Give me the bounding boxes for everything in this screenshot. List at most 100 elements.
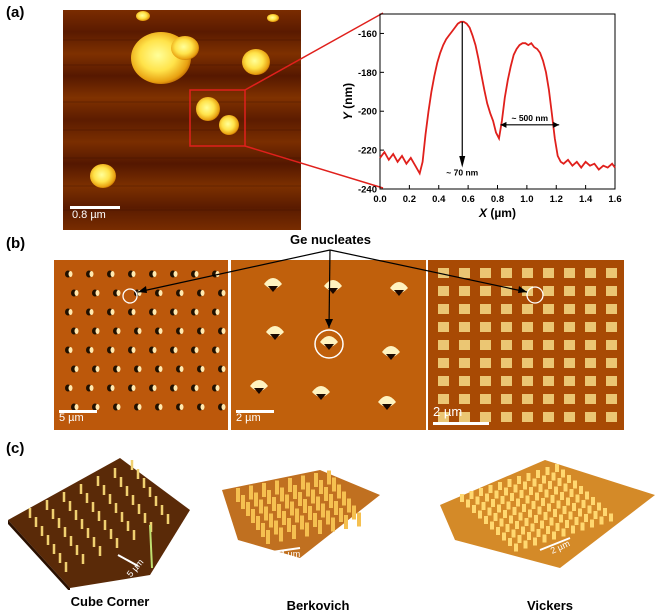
y-tick-label-1: -180	[358, 68, 377, 79]
y-tick-label-2: -200	[358, 107, 377, 118]
pillar	[550, 495, 555, 503]
nucleate-square	[438, 340, 449, 350]
nucleate-square	[564, 394, 575, 404]
nucleate-square	[585, 286, 596, 296]
pillar	[554, 486, 558, 495]
pillar	[521, 526, 525, 535]
pillar	[246, 502, 250, 516]
nucleate-shadow	[316, 394, 326, 400]
pillar	[581, 500, 586, 508]
pillar	[566, 497, 570, 506]
pillar	[514, 543, 518, 552]
pillar	[506, 501, 511, 510]
pit-highlight	[179, 404, 184, 410]
nucleate-shadow	[270, 334, 280, 340]
nucleate-square	[585, 340, 596, 350]
pit-highlight	[74, 290, 79, 296]
pillar	[568, 511, 573, 520]
pillar	[490, 521, 494, 530]
nucleate-square	[606, 286, 617, 296]
pillar	[466, 499, 470, 508]
pillar	[491, 499, 495, 507]
pillar	[475, 496, 480, 505]
pillar	[593, 511, 598, 519]
nucleate-square	[522, 322, 533, 332]
nucleate-square	[606, 376, 617, 386]
pillar	[503, 510, 507, 518]
pillar	[262, 483, 266, 497]
nucleate-square	[459, 376, 470, 386]
pit-highlight	[173, 347, 178, 353]
nucleate-square	[522, 358, 533, 368]
pillar	[531, 501, 536, 509]
pillar	[279, 527, 283, 542]
pit-highlight	[173, 385, 178, 391]
pit-highlight	[110, 271, 115, 277]
nucleate-square	[459, 394, 470, 404]
pillar	[275, 480, 279, 495]
pillar	[306, 482, 310, 497]
nucleate-square	[543, 394, 554, 404]
pillar	[587, 505, 592, 514]
pillar	[261, 523, 265, 537]
pillar	[565, 520, 569, 528]
pillar	[500, 496, 505, 504]
annotations-group: ~ 70 nm ~ 500 nm	[446, 21, 560, 177]
pillar	[553, 509, 557, 517]
pillar	[337, 484, 341, 499]
pillar	[329, 494, 333, 508]
scale-bar-label-b3: 2 µm	[433, 404, 463, 419]
width-arrowhead-left	[500, 121, 507, 128]
pillar	[511, 529, 516, 538]
nucleate-square	[480, 340, 491, 350]
nucleate-square	[459, 304, 470, 314]
pillar	[528, 509, 532, 518]
x-tick-label-8: 1.6	[608, 194, 621, 205]
pit-highlight	[95, 404, 100, 410]
pit-highlight	[158, 290, 163, 296]
highlight-circle	[526, 286, 544, 304]
highlight-circle	[314, 329, 344, 359]
nucleate-square	[501, 286, 512, 296]
pillar	[574, 517, 579, 525]
scale-bar-label-b1: 5 µm	[59, 412, 84, 424]
pit-highlight	[158, 328, 163, 334]
afm-image-b1-graphic	[54, 260, 228, 430]
nucleate-square	[543, 376, 554, 386]
pit-highlight	[110, 385, 115, 391]
pit-highlight	[131, 309, 136, 315]
pillar	[347, 498, 351, 513]
pit-highlight	[116, 290, 121, 296]
pillar	[481, 502, 486, 510]
profile-line	[379, 20, 616, 176]
pit-highlight	[194, 347, 199, 353]
nucleate-square	[564, 322, 575, 332]
pit-highlight	[116, 366, 121, 372]
pillar	[542, 475, 546, 484]
caption-cube-corner: Cube Corner	[70, 594, 150, 609]
pillar	[578, 508, 582, 517]
pillar	[536, 529, 541, 537]
pillar	[555, 464, 559, 472]
pillar	[563, 483, 568, 492]
pillar	[334, 501, 338, 515]
panel-a-label: (a)	[6, 4, 25, 21]
scale-bar	[117, 554, 139, 567]
nucleate-square	[480, 412, 491, 422]
pit-highlight	[68, 271, 73, 277]
afm-image-a: 0.8 µm	[63, 10, 301, 230]
nucleate-square	[543, 340, 554, 350]
pit-highlight	[215, 347, 220, 353]
pit-highlight	[215, 309, 220, 315]
x-tick-label-0: 0.0	[373, 194, 386, 205]
pillar	[572, 503, 576, 511]
pillar	[597, 502, 601, 511]
pillar	[560, 492, 564, 500]
nucleate-square	[564, 286, 575, 296]
pit-highlight	[152, 309, 157, 315]
nucleate-square	[543, 358, 554, 368]
y-axis-symbol: Y	[341, 111, 355, 120]
pillar	[524, 518, 529, 526]
x-tick-label-1: 0.2	[403, 194, 416, 205]
pit-highlight	[215, 385, 220, 391]
